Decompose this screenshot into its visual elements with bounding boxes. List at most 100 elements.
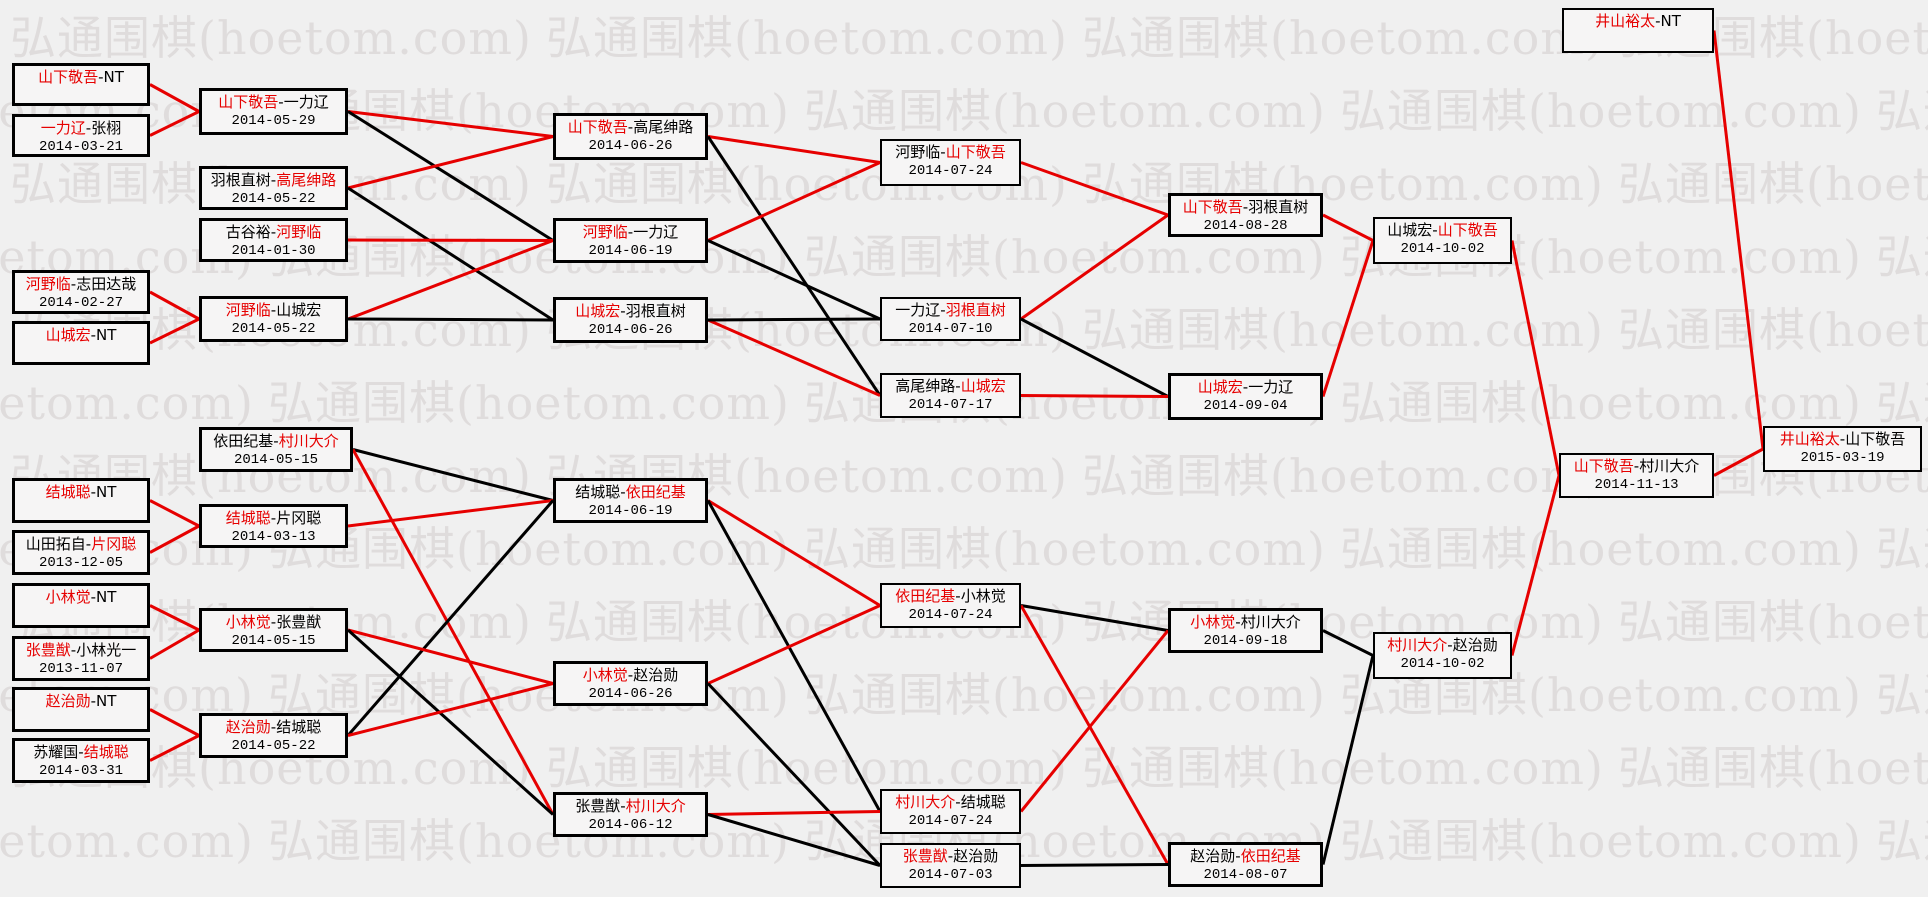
- match-players: 河野临-山城宏: [202, 301, 345, 320]
- match-players: 河野临-一力辽: [556, 223, 705, 242]
- name-separator: -: [85, 119, 92, 137]
- match-date: 2014-08-07: [1203, 867, 1288, 883]
- winner-line: [149, 499, 200, 528]
- player2-name: 结城聪: [83, 743, 129, 761]
- match-players: 小林觉-赵治勋: [556, 666, 705, 685]
- match-players: 赵治勋-NT: [15, 692, 147, 711]
- loser-line: [1020, 604, 1169, 632]
- match-date: 2014-07-03: [908, 867, 993, 883]
- name-separator: -: [78, 743, 84, 761]
- player1-name: 山城宏: [575, 302, 621, 320]
- player1-name: 山下敬吾: [38, 68, 99, 86]
- player2-name: 羽根直树: [1248, 198, 1309, 216]
- match-players: 苏耀国-结城聪: [15, 743, 147, 762]
- winner-line: [347, 110, 554, 138]
- match-players: 井山裕太-山下敬吾: [1765, 430, 1920, 449]
- player1-name: 村川大介: [895, 793, 956, 811]
- match-players: 村川大介-结城聪: [882, 793, 1019, 812]
- match-date: 2013-12-05: [38, 555, 123, 571]
- player1-name: 张豊猷: [25, 641, 71, 659]
- match-date: 2014-07-10: [908, 321, 993, 337]
- player2-name: 羽根直树: [625, 302, 686, 320]
- player1-name: 赵治勋: [45, 692, 91, 710]
- match-date: 2014-06-12: [588, 817, 673, 833]
- match-date: 2014-10-02: [1400, 241, 1485, 257]
- match-date: 2014-07-24: [908, 163, 993, 179]
- name-separator: -: [270, 301, 277, 319]
- name-separator: -: [1242, 198, 1249, 216]
- loser-line: [706, 499, 882, 813]
- player2-name: 村川大介: [1639, 457, 1700, 475]
- winner-line: [149, 110, 200, 137]
- match-box-b700: 井山裕太-NT: [1562, 8, 1714, 53]
- player2-name: 羽根直树: [945, 301, 1006, 319]
- loser-line: [1321, 655, 1375, 865]
- player2-name: 村川大介: [625, 797, 686, 815]
- match-players: 赵治勋-结城聪: [202, 718, 345, 737]
- winner-line: [1321, 240, 1375, 397]
- match-box-b402: 一力辽-羽根直树 2014-07-10: [880, 297, 1021, 341]
- match-date: 2014-05-15: [231, 633, 316, 649]
- match-box-b109: 赵治勋-NT: [12, 687, 150, 732]
- player2-name: 村川大介: [278, 432, 339, 450]
- player1-name: 山下敬吾: [567, 118, 628, 136]
- player2-name: 山下敬吾: [1437, 221, 1498, 239]
- loser-line: [707, 317, 881, 322]
- watermark-text: 弘通围棋(hoetom.com): [1876, 668, 1928, 722]
- player1-name: 一力辽: [40, 119, 86, 137]
- watermark-text: 弘通围棋(hoetom.com): [804, 668, 1326, 722]
- player2-name: 山下敬吾: [945, 143, 1006, 161]
- winner-line: [707, 135, 881, 164]
- winner-line: [707, 161, 881, 242]
- player1-name: 小林觉: [582, 666, 628, 684]
- match-date: 2014-07-17: [908, 397, 993, 413]
- player2-name: 赵治勋: [633, 666, 679, 684]
- match-players: 张豊猷-赵治勋: [882, 847, 1019, 866]
- match-players: 一力辽-张栩: [15, 119, 147, 138]
- match-box-b110: 苏耀国-结城聪 2014-03-31: [12, 738, 150, 783]
- watermark-text: 弘通围棋(hoetom.com): [1340, 84, 1862, 138]
- winner-line: [707, 810, 881, 816]
- loser-line: [706, 682, 882, 867]
- match-date: 2013-11-07: [38, 661, 123, 677]
- name-separator: -: [270, 223, 277, 241]
- match-box-b502: 山城宏-一力辽 2014-09-04: [1168, 373, 1323, 420]
- match-box-b501: 山下敬吾-羽根直树 2014-08-28: [1168, 193, 1323, 237]
- winner-line: [1019, 629, 1170, 813]
- name-separator: -: [270, 613, 277, 631]
- watermark-text: 弘通围棋(hoetom.com): [1876, 814, 1928, 868]
- match-box-b306: 张豊猷-村川大介 2014-06-12: [553, 792, 708, 837]
- name-separator: -: [270, 509, 277, 527]
- player2-name: 张豊猷: [276, 613, 322, 631]
- player2-name: 志田达哉: [76, 275, 137, 293]
- watermark-text: 弘通围棋(hoetom.com): [1082, 11, 1604, 65]
- player1-name: 河野临: [25, 275, 71, 293]
- match-players: 山下敬吾-高尾绅路: [556, 118, 705, 137]
- match-date: 2014-05-22: [231, 191, 316, 207]
- player2-name: 山城宏: [276, 301, 322, 319]
- name-separator: -: [627, 223, 634, 241]
- winner-line: [347, 499, 554, 528]
- match-box-b404: 依田纪基-小林觉 2014-07-24: [880, 583, 1021, 628]
- watermark-text: 弘通围棋(hoetom.com): [1082, 449, 1604, 503]
- winner-line: [347, 135, 554, 190]
- winner-line: [149, 83, 200, 113]
- match-players: 山田拓自-片冈聪: [15, 535, 147, 554]
- name-separator: -: [620, 302, 626, 320]
- watermark-text: 弘通围棋(hoetom.com): [1876, 230, 1928, 284]
- player1-name: 古谷裕: [225, 223, 271, 241]
- match-box-b202: 羽根直树-高尾绅路 2014-05-22: [199, 166, 348, 210]
- match-players: 山下敬吾-NT: [15, 68, 147, 87]
- match-players: 依田纪基-村川大介: [202, 432, 350, 451]
- player1-name: 赵治勋: [1190, 847, 1236, 865]
- player2-name: NT: [96, 588, 117, 606]
- match-box-b601: 山城宏-山下敬吾 2014-10-02: [1373, 217, 1512, 264]
- loser-line: [347, 317, 554, 322]
- match-players: 山城宏-羽根直树: [556, 302, 705, 321]
- watermark-text: 弘通围棋(hoetom.com): [804, 84, 1326, 138]
- player1-name: 张豊猷: [575, 797, 621, 815]
- match-box-b503: 小林觉-村川大介 2014-09-18: [1168, 608, 1323, 653]
- loser-line: [707, 239, 881, 321]
- match-players: 结城聪-NT: [15, 483, 147, 502]
- watermark-text: 弘通围棋(hoetom.com): [546, 11, 1068, 65]
